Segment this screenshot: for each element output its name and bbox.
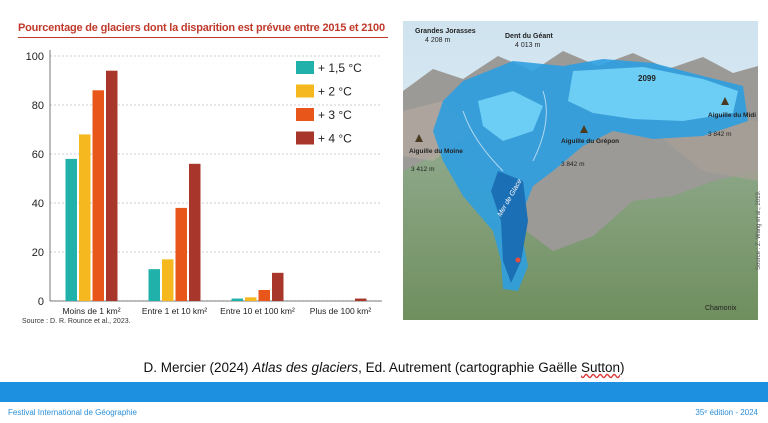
title-rule [18,37,388,38]
legend-label-3: + 3 °C [318,108,352,122]
footer-right: 35ᵉ édition - 2024 [695,408,758,417]
label-aiguille-du-moine-alt: 3 412 m [411,166,435,173]
figure-caption: D. Mercier (2024) Atlas des glaciers, Ed… [0,360,768,375]
bar-2-2 [162,259,174,301]
glacier-2099-west [478,91,543,141]
village-marker [515,257,521,263]
legend-swatch-1 [296,61,314,74]
x-tick-label: Entre 1 et 10 km² [142,306,207,316]
bar-3-3 [258,289,270,301]
y-tick-label: 20 [32,247,44,259]
glacier-map: Grandes Jorasses 4 208 m Dent du Géant 4… [403,21,758,320]
legend-swatch-2 [296,84,314,98]
summit-icon-midi [721,97,729,105]
bar-3-1 [231,298,243,301]
label-year-2099: 2099 [638,74,656,83]
blue-band [0,382,768,402]
label-aiguille-du-midi-alt: 3 842 m [708,131,732,138]
caption-part3: ) [620,360,625,375]
summit-icon-moine [415,134,423,142]
bar-1-3 [92,90,104,301]
glacier-2099 [568,67,738,121]
label-dent-du-geant: Dent du Géant [505,33,554,40]
bar-chart: 0 20 40 60 80 100 Moins de 1 km² Entre 1 et 10 … [26,50,382,316]
label-grandes-jorasses: Grandes Jorasses [415,28,476,35]
legend-swatch-4 [296,131,314,145]
label-aiguille-du-grepon-alt: 3 842 m [561,161,585,168]
chart-title: Pourcentage de glaciers dont la disparit… [18,22,385,34]
mer-de-glace-tongue [491,171,528,283]
label-aiguille-du-midi: Aiguille du Midi [708,112,756,119]
caption-underlined: Sutton [580,360,620,375]
label-aiguille-du-grepon: Aiguille du Grépon [561,138,619,145]
footer-left: Festival International de Géographie [8,408,137,417]
label-chamonix: Chamonix [705,305,737,312]
caption-title: Atlas des glaciers [252,360,359,375]
bar-1-1 [65,158,77,301]
chart-source: Source : D. R. Rounce et al., 2023. [22,318,131,325]
bar-4-4 [355,298,367,301]
label-dent-du-geant-alt: 4 013 m [515,42,540,49]
bar-3-4 [272,272,284,301]
y-tick-label: 100 [26,51,44,63]
y-tick-label: 40 [32,198,44,210]
bar-3-2 [245,297,257,301]
legend-label-2: + 2 °C [318,85,352,99]
caption-part2: , Ed. Autrement (cartographie Gaëlle [358,360,581,375]
x-tick-label: Moins de 1 km² [62,306,120,316]
bar-2-4 [189,163,201,301]
legend-label-1: + 1,5 °C [318,61,362,75]
map-source: Source : Z. Wang et al., 2019. [756,190,762,271]
summit-icon-grepon [580,125,588,133]
y-tick-label: 60 [32,149,44,161]
x-tick-label: Plus de 100 km² [310,306,372,316]
chart-panel: Pourcentage de glaciers dont la disparit… [10,20,388,332]
y-tick-label: 0 [38,296,44,308]
bar-2-3 [175,207,187,301]
bar-1-2 [79,134,91,301]
x-tick-label: Entre 10 et 100 km² [220,306,295,316]
bar-1-4 [106,70,118,301]
map-illustration: Grandes Jorasses 4 208 m Dent du Géant 4… [403,21,758,320]
legend-swatch-3 [296,108,314,121]
label-aiguille-du-moine: Aiguille du Moine [409,148,463,155]
label-grandes-jorasses-alt: 4 208 m [425,37,450,44]
bar-2-1 [148,269,160,301]
caption-part1: D. Mercier (2024) [143,360,253,375]
legend-label-4: + 4 °C [318,132,352,146]
y-tick-label: 80 [32,100,44,112]
